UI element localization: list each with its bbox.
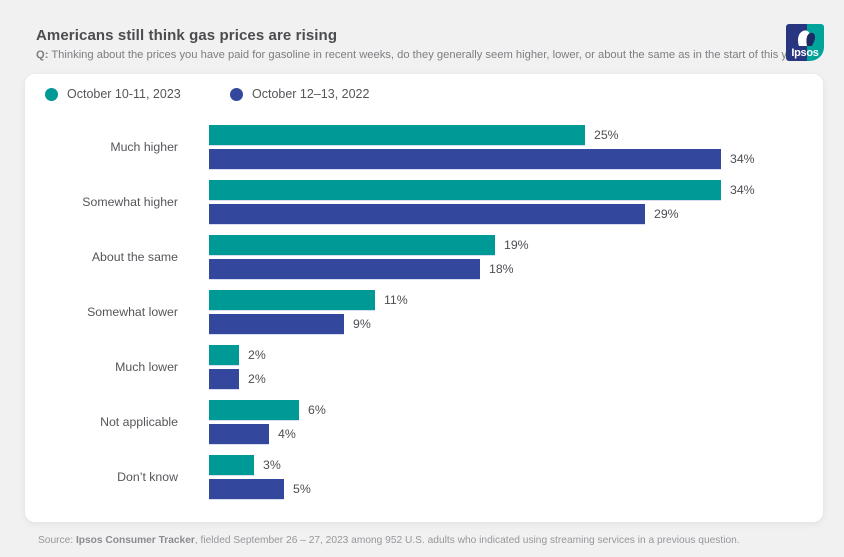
value-label: 29% <box>654 207 679 221</box>
legend-item-2023: October 10-11, 2023 <box>45 87 181 101</box>
value-label: 19% <box>504 238 529 252</box>
question-prefix: Q: <box>36 49 49 61</box>
bar-2022 <box>209 369 239 389</box>
category-label: About the same <box>91 250 178 264</box>
bar-2023 <box>209 345 239 365</box>
question-text: Q: Thinking about the prices you have pa… <box>36 49 809 61</box>
source-name: Ipsos Consumer Tracker <box>75 535 195 546</box>
value-label: 25% <box>594 128 619 142</box>
legend-label-2023: October 10-11, 2023 <box>67 87 181 101</box>
value-label: 4% <box>278 427 296 441</box>
ipsos-logo: Ipsos <box>786 24 824 61</box>
bar-2023 <box>209 455 254 475</box>
value-label: 3% <box>263 458 281 472</box>
value-label: 5% <box>293 482 311 496</box>
value-label: 34% <box>730 183 755 197</box>
category-label: Much higher <box>110 140 178 154</box>
bar-2022 <box>209 204 645 224</box>
value-label: 34% <box>730 152 755 166</box>
legend-dot-2022-icon <box>230 87 243 101</box>
bar-2023 <box>209 400 299 420</box>
ipsos-logo-text: Ipsos <box>791 47 819 59</box>
ipsos-logo-faces-icon <box>798 30 815 46</box>
value-label: 18% <box>489 262 514 276</box>
bar-2023 <box>209 235 495 255</box>
value-label: 6% <box>308 403 326 417</box>
value-label: 11% <box>384 293 408 307</box>
question-body: Thinking about the prices you have paid … <box>48 49 810 61</box>
bar-2022 <box>209 259 480 279</box>
bar-2023 <box>209 125 585 145</box>
category-label: Don’t know <box>117 470 178 484</box>
value-label: 2% <box>248 348 266 362</box>
bar-2023 <box>209 180 721 200</box>
legend-item-2022: October 12–13, 2022 <box>230 87 369 101</box>
bar-2022 <box>209 479 284 499</box>
bar-2022 <box>209 314 344 334</box>
legend-label-2022: October 12–13, 2022 <box>252 87 370 101</box>
category-label: Not applicable <box>100 415 178 429</box>
chart-area: Much higher 25% 34% Somewhat higher 34% 29% Ab… <box>25 74 823 522</box>
bar-2022 <box>209 424 269 444</box>
bar-2023 <box>209 290 375 310</box>
legend-dot-2023-icon <box>45 87 58 101</box>
page-title: Americans still think gas prices are ris… <box>36 27 338 44</box>
category-label: Somewhat higher <box>82 195 178 209</box>
source-prefix: Source: <box>38 535 76 546</box>
value-label: 2% <box>248 372 266 386</box>
source-rest: , fielded September 26 – 27, 2023 among … <box>194 535 740 546</box>
chart-card: October 10-11, 2023 October 12–13, 2022 … <box>25 74 823 522</box>
category-label: Much lower <box>115 360 178 374</box>
category-label: Somewhat lower <box>87 305 178 319</box>
source-note: Source: Ipsos Consumer Tracker, fielded … <box>38 535 740 546</box>
value-label: 9% <box>353 317 371 331</box>
bar-2022 <box>209 149 721 169</box>
